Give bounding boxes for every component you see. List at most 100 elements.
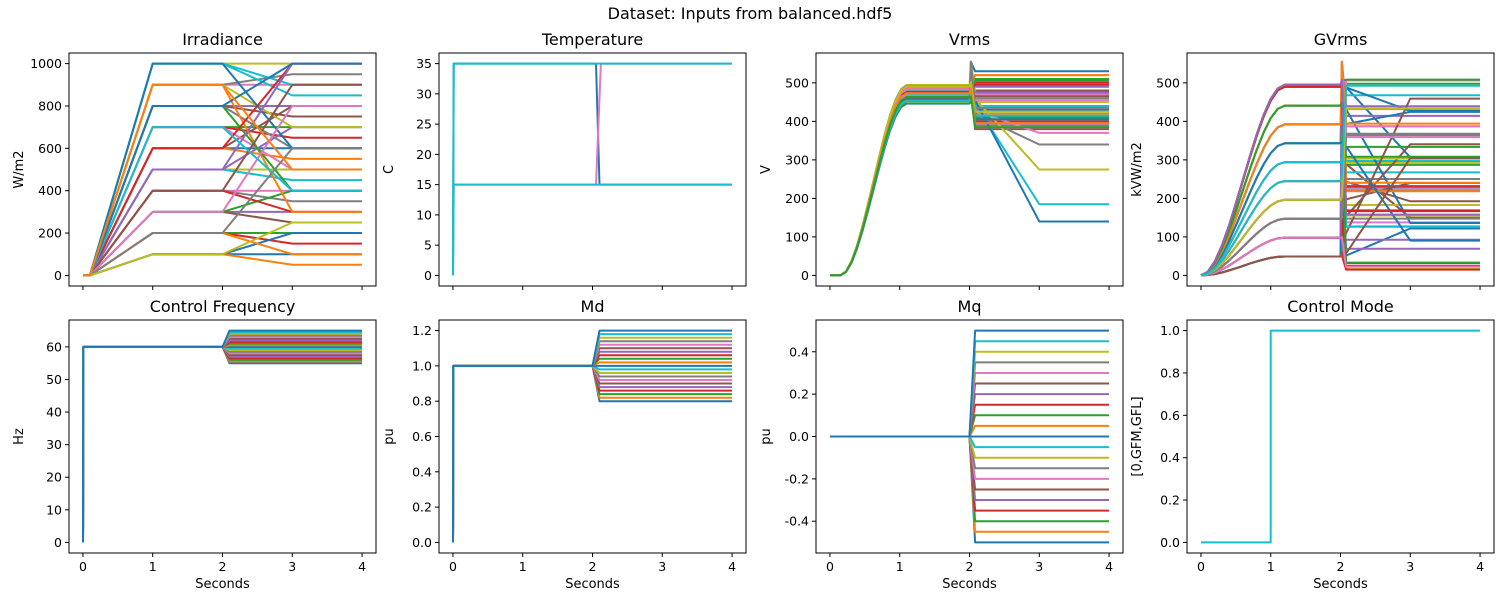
y-tick-label: 500 [1156,75,1180,90]
x-tick-label: 2 [219,559,227,574]
x-tick-label: 0 [449,559,457,574]
subplot-7: Mq 0 1 2 3 4 -0.4 -0.2 0.0 0.2 0.4 Seconds pu [759,297,1124,592]
y-tick-label: 400 [1156,114,1180,129]
y-tick-label: 1.0 [412,358,432,373]
series-line-18 [82,334,362,543]
x-tick-label: 2 [589,559,597,574]
y-axis-label: pu [382,428,397,445]
x-tick-label: 1 [149,559,157,574]
series-line-16 [82,337,362,543]
series-line-2 [82,345,362,543]
series-line-59 [1200,107,1480,277]
x-tick-label: 3 [1035,559,1043,574]
y-tick-label: 10 [416,207,432,222]
y-axis-label: V [759,165,774,174]
series-line-60 [1200,84,1480,277]
series-line-58 [1200,134,1480,277]
series-line-21 [82,329,362,543]
series-line-12 [830,84,1109,277]
subplot-title: Md [581,297,605,316]
y-axis-label: W/m2 [12,150,27,188]
y-tick-label: 0 [54,535,62,550]
x-tick-label: 4 [358,559,366,574]
series-line-1 [452,62,732,276]
series-group [82,329,362,543]
series-line-5 [452,364,732,543]
y-tick-label: 50 [46,372,62,387]
series-line-7 [82,345,362,543]
series-line-8 [82,345,362,543]
y-tick-label: 400 [785,114,809,129]
series-line-6 [82,345,362,543]
y-tick-label: 200 [1156,191,1180,206]
series-line-8 [452,364,732,543]
y-tick-label: 0 [424,268,432,283]
y-tick-label: 1000 [30,56,62,71]
subplot-4: GVrms 0 100 200 300 400 500 kVW/m2 [1130,30,1495,290]
series-line-53 [1200,101,1480,277]
y-tick-label: 200 [785,191,809,206]
y-tick-label: 100 [785,229,809,244]
series-line-42 [83,83,362,277]
series-line-10 [452,364,732,543]
series-line-11 [82,345,362,543]
x-tick-label: 0 [79,559,87,574]
series-group [1201,329,1480,544]
subplot-3: Vrms 0 100 200 300 400 500 V [759,30,1124,290]
series-group [452,329,732,543]
y-tick-label: 300 [785,152,809,167]
x-tick-label: 4 [1476,559,1484,574]
y-tick-label: 0.4 [1160,450,1180,465]
y-tick-label: 0 [801,268,809,283]
series-group [1200,60,1480,277]
y-tick-label: 0.0 [1160,535,1180,550]
y-tick-label: 300 [1156,152,1180,167]
y-tick-label: 0.6 [1160,408,1180,423]
series-line-9 [452,364,732,543]
y-tick-label: 0.2 [789,387,809,402]
series-group [830,329,1109,544]
series-line-2 [83,253,362,277]
x-axis-label: Seconds [1313,577,1368,592]
x-axis-label: Seconds [942,577,997,592]
series-line-21 [830,329,1109,438]
axes-frame [1186,319,1495,554]
x-tick-label: 3 [1406,559,1414,574]
subplot-title: GVrms [1314,30,1368,49]
y-tick-label: 40 [46,405,62,420]
y-tick-label: 0.2 [1160,493,1180,508]
y-tick-label: 0.8 [1160,365,1180,380]
series-line-50 [1200,157,1480,277]
series-line-18 [83,73,362,277]
series-line-17 [82,336,362,543]
subplot-title: Irradiance [182,30,263,49]
subplot-title: Mq [958,297,982,316]
series-line-5 [82,345,362,543]
subplot-title: Vrms [949,30,990,49]
series-group [83,62,362,277]
y-tick-label: 0.8 [412,394,432,409]
series-line-55 [1200,78,1480,277]
series-line-12 [452,361,732,543]
x-tick-label: 1 [1267,559,1275,574]
y-tick-label: 600 [38,141,62,156]
subplot-1: Irradiance 0 200 400 600 800 1000 W/m2 [12,30,377,290]
series-line-1 [452,364,732,543]
y-tick-label: 0.0 [412,535,432,550]
y-tick-label: 0 [54,268,62,283]
series-line-9 [82,345,362,543]
y-axis-label: C [382,165,397,174]
subplot-title: Temperature [541,30,643,49]
subplot-6: Md 0 1 2 3 4 0.0 0.2 0.4 0.6 0.8 1.0 1.2 Seconds pu [382,297,747,592]
y-tick-label: -0.2 [785,471,809,486]
axes-frame [438,52,747,287]
y-tick-label: 30 [46,437,62,452]
series-line-18 [452,340,732,543]
y-tick-label: 25 [416,117,432,132]
x-tick-label: 0 [826,559,834,574]
series-line-33 [830,95,1109,277]
series-line-57 [1200,236,1480,277]
series-line-10 [82,345,362,543]
y-tick-label: 100 [1156,229,1180,244]
